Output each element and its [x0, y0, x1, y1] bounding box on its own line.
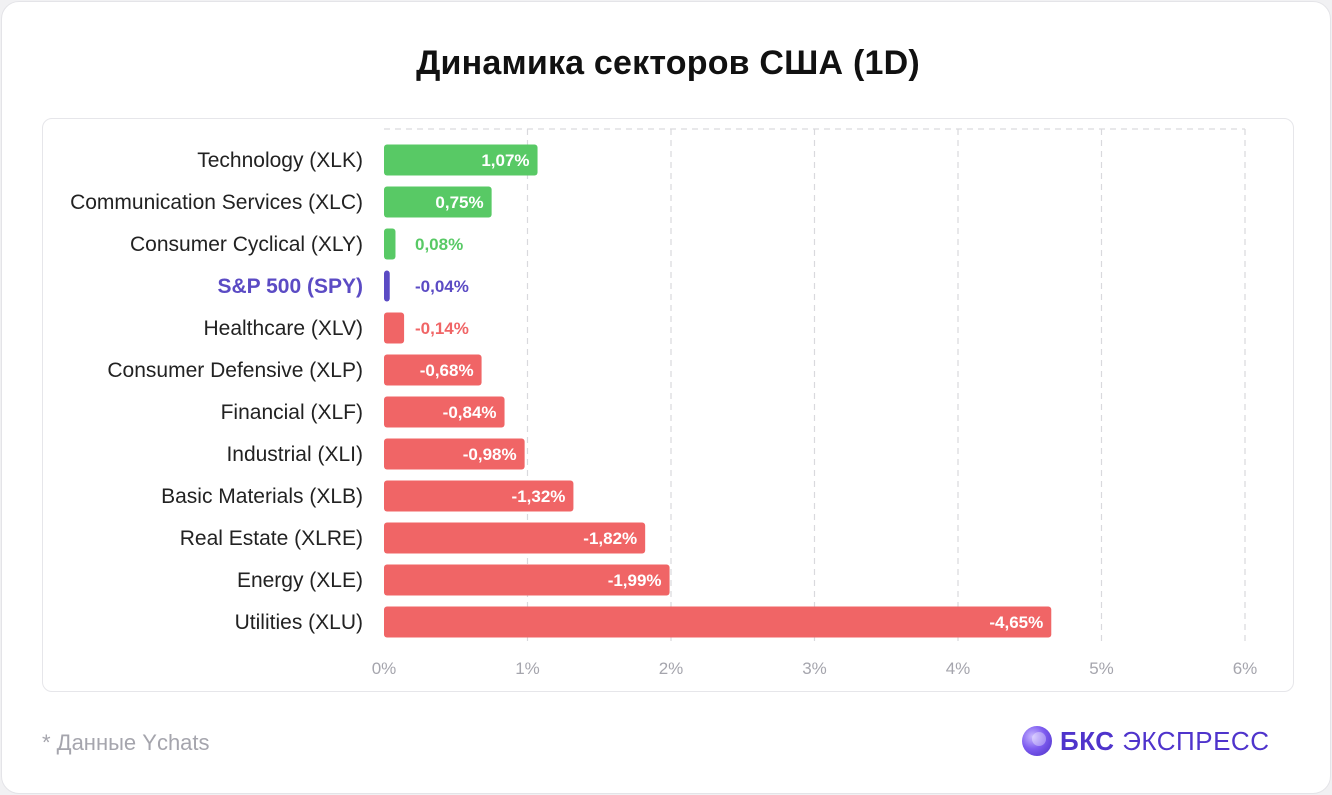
- category-label: S&P 500 (SPY): [217, 275, 363, 298]
- data-label: 0,08%: [415, 235, 463, 254]
- category-label: Energy (XLE): [237, 569, 363, 592]
- bar: [384, 228, 396, 260]
- bar: [384, 270, 390, 302]
- source-footnote: * Данные Ychats: [42, 730, 210, 755]
- bar: [384, 312, 405, 344]
- data-label: -0,04%: [415, 277, 469, 296]
- category-label: Industrial (XLI): [226, 443, 363, 466]
- data-label: -1,32%: [512, 487, 566, 506]
- data-label: -0,14%: [415, 319, 469, 338]
- data-label: -4,65%: [989, 613, 1043, 632]
- category-label: Consumer Cyclical (XLY): [130, 233, 363, 256]
- x-tick-label: 1%: [515, 659, 540, 678]
- brand-name-light: ЭКСПРЕСС: [1122, 725, 1270, 756]
- category-label: Real Estate (XLRE): [180, 527, 363, 550]
- chart-title: Динамика секторов США (1D): [416, 44, 920, 82]
- x-tick-label: 0%: [372, 659, 397, 678]
- bar: [384, 606, 1052, 638]
- bks-sphere-icon: [1022, 726, 1052, 756]
- x-tick-label: 4%: [946, 659, 971, 678]
- category-label: Communication Services (XLC): [70, 191, 363, 214]
- category-label: Financial (XLF): [221, 401, 363, 424]
- bar: [384, 144, 538, 176]
- category-label: Consumer Defensive (XLP): [107, 359, 363, 382]
- x-tick-label: 6%: [1233, 659, 1258, 678]
- x-tick-label: 3%: [802, 659, 827, 678]
- chart-panel: 0% 1% 2% 3% 4% 5% 6% Technology (XLK) 1,07% Commu…: [42, 118, 1294, 692]
- category-label: Technology (XLK): [197, 149, 363, 172]
- category-label: Basic Materials (XLB): [161, 485, 363, 508]
- brand-logo: БКС ЭКСПРЕСС: [1022, 724, 1269, 758]
- bar: [384, 396, 505, 428]
- data-label: -0,84%: [443, 403, 497, 422]
- brand-name: БКС ЭКСПРЕСС: [1060, 726, 1269, 757]
- bar: [384, 480, 574, 512]
- category-label: Healthcare (XLV): [203, 317, 363, 340]
- data-label: -1,82%: [583, 529, 637, 548]
- bar: [384, 438, 525, 470]
- data-label: 1,07%: [481, 151, 529, 170]
- bar-chart: 0% 1% 2% 3% 4% 5% 6% Technology (XLK) 1,07% Commu…: [70, 128, 1258, 678]
- bar: [384, 354, 482, 386]
- bar: [384, 564, 670, 596]
- bar: [384, 522, 646, 554]
- data-label: 0,75%: [435, 193, 483, 212]
- x-tick-label: 5%: [1089, 659, 1114, 678]
- x-tick-label: 2%: [659, 659, 684, 678]
- data-label: -1,99%: [608, 571, 662, 590]
- data-label: -0,68%: [420, 361, 474, 380]
- data-label: -0,98%: [463, 445, 517, 464]
- bar: [384, 186, 492, 218]
- brand-name-strong: БКС: [1060, 725, 1115, 756]
- category-label: Utilities (XLU): [235, 611, 363, 634]
